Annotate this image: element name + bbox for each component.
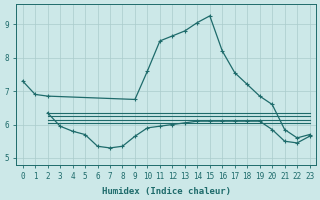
X-axis label: Humidex (Indice chaleur): Humidex (Indice chaleur) <box>102 187 231 196</box>
